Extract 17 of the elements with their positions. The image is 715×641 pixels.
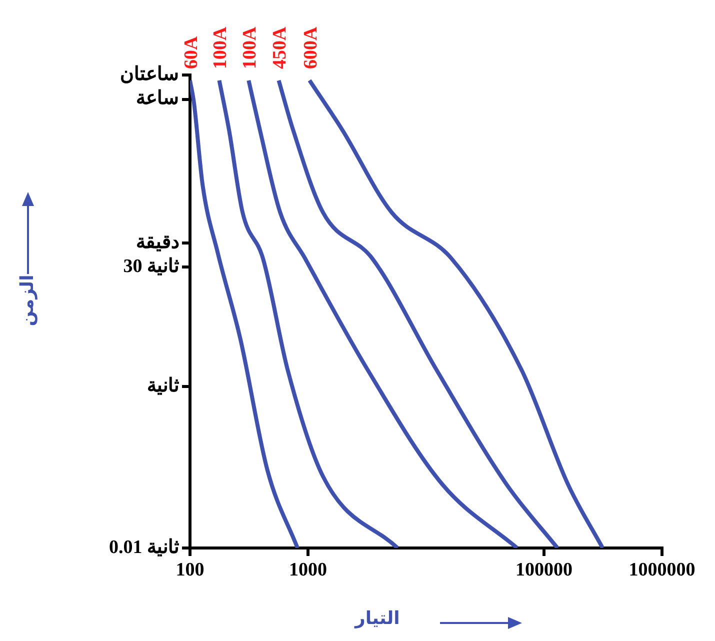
text: 100A [240,26,261,69]
y-tick-label: 0.01 ثانية [109,536,179,558]
x-tick-label: 1000 [289,559,327,580]
y-axis-title: الزمن [17,274,38,326]
y-tick-label: دقيقة [136,232,179,253]
y-tick-label: 30 ثانية [123,256,179,278]
x-tick-label: 1000000 [628,559,696,580]
text: 100A [210,26,232,69]
text: 60A [180,36,202,69]
x-axis-title: التيار [355,608,400,629]
x-tick-label: 100 [176,559,204,580]
x-tick-label: 100000 [516,559,572,580]
y-tick-label: ثانية [147,375,179,396]
y-tick-label: ساعتان [120,64,179,85]
y-tick-label: ساعة [136,88,179,110]
text: 450A [270,26,291,69]
text: 600A [300,26,322,69]
